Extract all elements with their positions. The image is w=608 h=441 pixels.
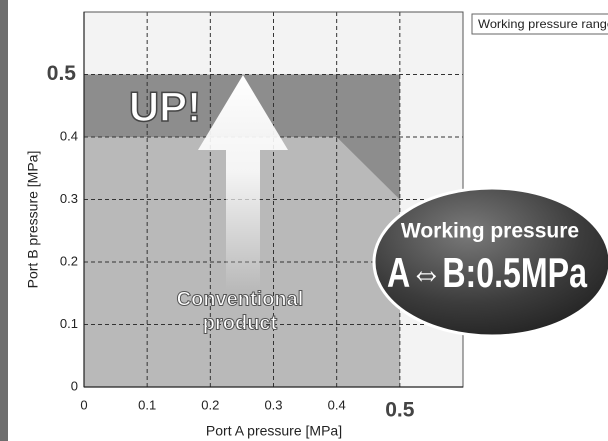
y-axis-label: Port B pressure [MPa] xyxy=(25,151,41,289)
y-tick-label: 0.2 xyxy=(60,253,78,268)
y-tick-label: 0.4 xyxy=(60,128,78,143)
x-axis-label: Port A pressure [MPa] xyxy=(206,423,342,439)
y-tick-label: 0.5 xyxy=(47,62,77,85)
x-tick-label: 0.4 xyxy=(328,397,346,412)
conventional-label: product xyxy=(203,312,278,334)
legend-box xyxy=(471,13,608,35)
legend-label: Working pressure range xyxy=(478,17,608,31)
x-tick-label: 0.1 xyxy=(138,397,156,412)
x-tick-label: 0.2 xyxy=(201,397,219,412)
conventional-label: Conventional xyxy=(177,288,304,310)
x-tick-label: 0.3 xyxy=(264,397,282,412)
overlay: UP! Conventional product Working pressur… xyxy=(128,75,608,338)
left-strip xyxy=(0,0,8,441)
badge-title: Working pressure xyxy=(401,220,579,243)
y-tick-label: 0.1 xyxy=(60,316,78,331)
up-label: UP! xyxy=(129,83,201,130)
up-arrow xyxy=(198,75,288,290)
badge-value: A⇔B:0.5MPa xyxy=(387,249,587,296)
x-tick-label: 0 xyxy=(80,397,87,412)
badge xyxy=(372,186,608,338)
x-tick-label: 0.5 xyxy=(385,399,415,422)
y-tick-label: 0.3 xyxy=(60,191,78,206)
y-tick-label: 0 xyxy=(71,378,78,393)
